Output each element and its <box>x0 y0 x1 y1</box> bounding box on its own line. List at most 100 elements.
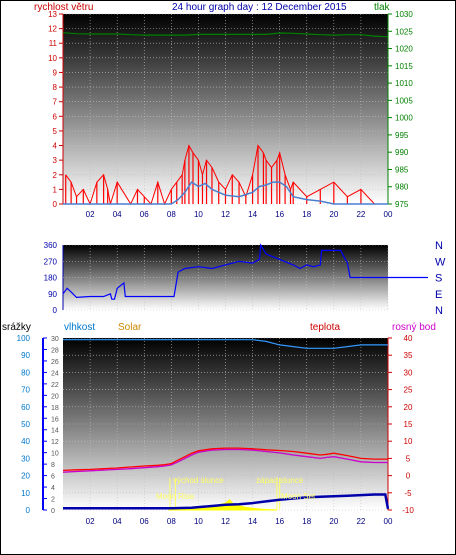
hour-tick-label: 02 <box>86 210 95 219</box>
temperature-tick-label: 30 <box>404 368 413 377</box>
dewpoint-label: rosný bod <box>392 322 436 333</box>
temperature-tick-label: 5 <box>406 454 411 463</box>
hour-tick-label: 14 <box>248 517 257 526</box>
hour-tick-label: 18 <box>302 210 311 219</box>
temperature-tick-label: 40 <box>404 334 413 343</box>
rain-tick-label: 8 <box>51 462 55 469</box>
humidity-tick-label: 50 <box>21 420 30 429</box>
rain-line <box>63 493 390 510</box>
hour-tick-label: 20 <box>329 210 338 219</box>
compass-label: S <box>435 273 442 285</box>
hour-tick-label: 06 <box>140 517 149 526</box>
humidity-temperature-panel: 0102030405060708090100024681012141618202… <box>17 334 415 526</box>
rain-label: srážky <box>2 322 31 333</box>
hour-tick-label: 12 <box>221 517 230 526</box>
pressure-tick-label: 1010 <box>395 79 413 88</box>
pressure-line <box>62 32 389 38</box>
humidity-tick-label: 10 <box>21 489 30 498</box>
temperature-label: teplota <box>310 322 340 333</box>
pressure-tick-label: 995 <box>395 131 409 140</box>
compass-label: W <box>435 256 446 268</box>
hour-tick-label: 16 <box>275 210 284 219</box>
compass-label: N <box>435 240 443 252</box>
rain-tick-label: 20 <box>51 393 59 400</box>
humidity-tick-label: 70 <box>21 386 30 395</box>
pressure-tick-label: 985 <box>395 165 409 174</box>
hour-tick-label: 04 <box>113 210 122 219</box>
hour-tick-label: 08 <box>167 210 176 219</box>
direction-tick-label: 360 <box>44 241 58 250</box>
temperature-tick-label: -10 <box>402 506 414 515</box>
rain-tick-label: 0 <box>51 508 55 515</box>
humidity-tick-label: 0 <box>26 506 31 515</box>
compass-label: N <box>435 305 443 317</box>
rain-tick-label: 26 <box>51 359 59 366</box>
wind-tick-label: 11 <box>49 39 58 48</box>
temperature-tick-label: 35 <box>404 351 413 360</box>
wind-tick-label: 12 <box>48 25 57 34</box>
rain-tick-label: 22 <box>51 382 59 389</box>
humidity-tick-label: 80 <box>21 368 30 377</box>
moonset-label: Moon Set <box>281 492 316 501</box>
temperature-tick-label: 0 <box>406 472 411 481</box>
wind-tick-label: 4 <box>53 142 58 151</box>
direction-tick-label: 270 <box>44 257 58 266</box>
pressure-tick-label: 990 <box>395 148 409 157</box>
humidity-tick-label: 90 <box>21 351 30 360</box>
rain-tick-label: 10 <box>51 451 59 458</box>
hour-tick-label: 00 <box>384 517 393 526</box>
pressure-tick-label: 1020 <box>395 45 413 54</box>
temperature-tick-label: 10 <box>404 437 413 446</box>
humidity-line <box>63 339 388 349</box>
hour-tick-label: 22 <box>356 210 365 219</box>
wind-pressure-panel: 0123456789101112139759809859909951000100… <box>48 10 413 219</box>
humidity-label: vlhkost <box>64 322 95 333</box>
temperature-tick-label: 20 <box>404 403 413 412</box>
rain-tick-label: 4 <box>51 485 55 492</box>
wind-tick-label: 9 <box>53 68 58 77</box>
pressure-tick-label: 980 <box>395 183 409 192</box>
wind-average-line <box>63 181 388 205</box>
humidity-tick-label: 20 <box>21 472 30 481</box>
hour-tick-label: 04 <box>113 517 122 526</box>
hour-tick-label: 12 <box>221 210 230 219</box>
rain-tick-label: 30 <box>51 336 59 343</box>
wind-tick-label: 3 <box>53 156 58 165</box>
temperature-tick-label: -5 <box>404 489 412 498</box>
pressure-tick-label: 1000 <box>395 114 413 123</box>
rain-tick-label: 28 <box>51 347 59 354</box>
direction-tick-label: 90 <box>48 290 57 299</box>
wind-tick-label: 8 <box>53 83 58 92</box>
wind-tick-label: 6 <box>53 112 58 121</box>
wind-tick-label: 7 <box>53 98 58 107</box>
pressure-tick-label: 975 <box>395 200 409 209</box>
wind-tick-label: 5 <box>53 127 58 136</box>
temperature-tick-label: 25 <box>404 386 413 395</box>
direction-tick-label: 180 <box>44 274 58 283</box>
rain-tick-label: 18 <box>51 405 59 412</box>
humidity-tick-label: 30 <box>21 454 30 463</box>
pressure-tick-label: 1015 <box>395 62 413 71</box>
rain-tick-label: 24 <box>51 370 59 377</box>
rain-tick-label: 16 <box>51 416 59 423</box>
wind-plot-area <box>63 14 388 204</box>
solar-label: Solar <box>118 322 142 333</box>
rain-tick-label: 14 <box>51 428 59 435</box>
wind-tick-label: 0 <box>53 200 58 209</box>
pressure-tick-label: 1005 <box>395 96 413 105</box>
humidity-tick-label: 60 <box>21 403 30 412</box>
hour-tick-label: 18 <box>302 517 311 526</box>
hour-tick-label: 10 <box>194 517 203 526</box>
pressure-tick-label: 1030 <box>395 10 413 19</box>
dewpoint-line <box>62 448 388 473</box>
rain-tick-label: 12 <box>51 439 59 446</box>
hour-tick-label: 14 <box>248 210 257 219</box>
hour-tick-label: 20 <box>329 517 338 526</box>
temperature-tick-label: 15 <box>404 420 413 429</box>
rain-tick-label: 6 <box>51 474 55 481</box>
hour-tick-label: 06 <box>140 210 149 219</box>
hour-tick-label: 22 <box>356 517 365 526</box>
direction-tick-label: 0 <box>53 306 58 315</box>
wind-tick-label: 13 <box>48 10 57 19</box>
temperature-line <box>62 447 388 472</box>
